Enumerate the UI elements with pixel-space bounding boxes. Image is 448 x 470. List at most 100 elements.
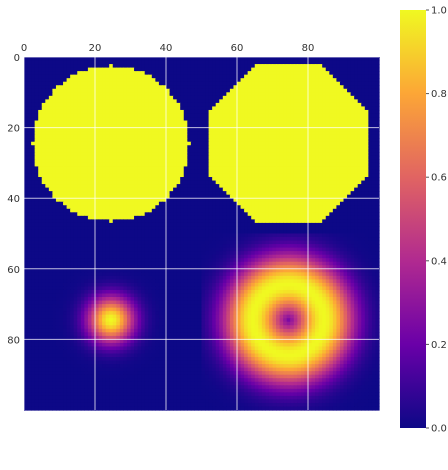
heatmap-cell <box>279 92 284 97</box>
heatmap-cell <box>45 229 50 235</box>
heatmap-cell <box>268 191 274 196</box>
heatmap-cell <box>229 117 235 122</box>
heatmap-cell <box>308 95 313 100</box>
heatmap-cell <box>141 88 146 93</box>
heatmap-cell <box>84 169 89 175</box>
heatmap-cell <box>201 159 206 164</box>
heatmap-cell <box>297 219 302 224</box>
heatmap-cell <box>95 117 100 122</box>
heatmap-cell <box>332 173 337 178</box>
heatmap-cell <box>304 184 309 189</box>
heatmap-cell <box>95 145 100 150</box>
heatmap-cell <box>87 215 93 220</box>
heatmap-cell <box>279 152 284 157</box>
heatmap-cell <box>336 60 341 65</box>
heatmap-cell <box>251 71 256 76</box>
heatmap-cell <box>332 92 337 97</box>
heatmap-cell <box>343 127 348 132</box>
heatmap-cell <box>371 67 377 72</box>
heatmap-cell <box>162 127 167 132</box>
heatmap-cell <box>283 127 288 132</box>
heatmap-cell <box>126 159 132 164</box>
heatmap-cell <box>119 201 124 206</box>
heatmap-cell <box>304 74 309 79</box>
heatmap-cell <box>290 67 295 72</box>
heatmap-cell <box>126 219 132 224</box>
heatmap-cell <box>219 162 224 168</box>
heatmap-cell <box>173 120 178 125</box>
heatmap-cell <box>347 177 352 182</box>
heatmap-cell <box>215 78 220 83</box>
heatmap-cell <box>91 159 96 164</box>
heatmap-cell <box>318 78 323 83</box>
heatmap-cell <box>272 109 277 115</box>
heatmap-cell <box>187 180 192 185</box>
heatmap-cell <box>176 219 181 224</box>
heatmap-cell <box>63 117 68 122</box>
heatmap-cell <box>219 85 224 90</box>
heatmap-cell <box>205 71 210 76</box>
heatmap-cell <box>162 198 167 203</box>
heatmap-cell <box>130 187 135 192</box>
heatmap-cell <box>59 191 64 196</box>
heatmap-cell <box>31 124 36 129</box>
heatmap-cell <box>31 95 36 100</box>
heatmap-cell <box>229 124 235 129</box>
heatmap-cell <box>371 208 377 213</box>
heatmap-cell <box>325 120 330 125</box>
heatmap-cell <box>254 124 259 129</box>
heatmap-cell <box>205 64 210 69</box>
heatmap-cell <box>283 120 288 125</box>
heatmap-cell <box>95 205 100 210</box>
heatmap-cell <box>205 155 210 160</box>
heatmap-cell <box>187 198 192 203</box>
heatmap-cell <box>276 64 281 69</box>
heatmap-cell <box>130 173 135 178</box>
heatmap-cell <box>329 184 334 189</box>
heatmap-cell <box>350 180 355 185</box>
heatmap-cell <box>261 92 266 97</box>
heatmap-cell <box>116 219 121 224</box>
heatmap-cell <box>354 102 359 108</box>
heatmap-cell <box>265 67 270 72</box>
heatmap-cell <box>368 208 373 213</box>
heatmap-cell <box>80 131 85 136</box>
heatmap-cell <box>123 113 128 118</box>
heatmap-cell <box>158 226 164 231</box>
heatmap-cell <box>91 124 96 129</box>
heatmap-cell <box>158 71 164 76</box>
heatmap-cell <box>73 159 78 164</box>
heatmap-cell <box>297 212 302 217</box>
heatmap-cell <box>304 205 309 210</box>
heatmap-cell <box>73 212 78 217</box>
heatmap-cell <box>371 124 377 129</box>
heatmap-cell <box>119 106 124 111</box>
heatmap-cell <box>63 191 68 196</box>
heatmap-cell <box>205 145 210 150</box>
heatmap-cell <box>105 208 110 213</box>
heatmap-cell <box>244 166 249 171</box>
heatmap-cell <box>187 64 192 69</box>
heatmap-cell <box>240 99 245 104</box>
heatmap-cell <box>300 205 306 210</box>
heatmap-cell <box>339 120 345 125</box>
heatmap-cell <box>148 169 153 175</box>
heatmap-cell <box>276 152 281 157</box>
heatmap-cell <box>205 117 210 122</box>
heatmap-cell <box>102 229 107 235</box>
heatmap-cell <box>261 134 266 139</box>
heatmap-cell <box>268 205 274 210</box>
heatmap-cell <box>112 222 117 228</box>
heatmap-cell <box>73 117 78 122</box>
heatmap-cell <box>290 166 295 171</box>
heatmap-cell <box>354 64 359 69</box>
heatmap-cell <box>77 191 82 196</box>
heatmap-cell <box>276 138 281 143</box>
heatmap-cell <box>102 191 107 196</box>
heatmap-cell <box>265 131 270 136</box>
heatmap-cell <box>52 184 57 189</box>
heatmap-cell <box>318 106 323 111</box>
heatmap-cell <box>315 145 320 150</box>
heatmap-cell <box>84 229 89 235</box>
heatmap-cell <box>325 148 330 153</box>
